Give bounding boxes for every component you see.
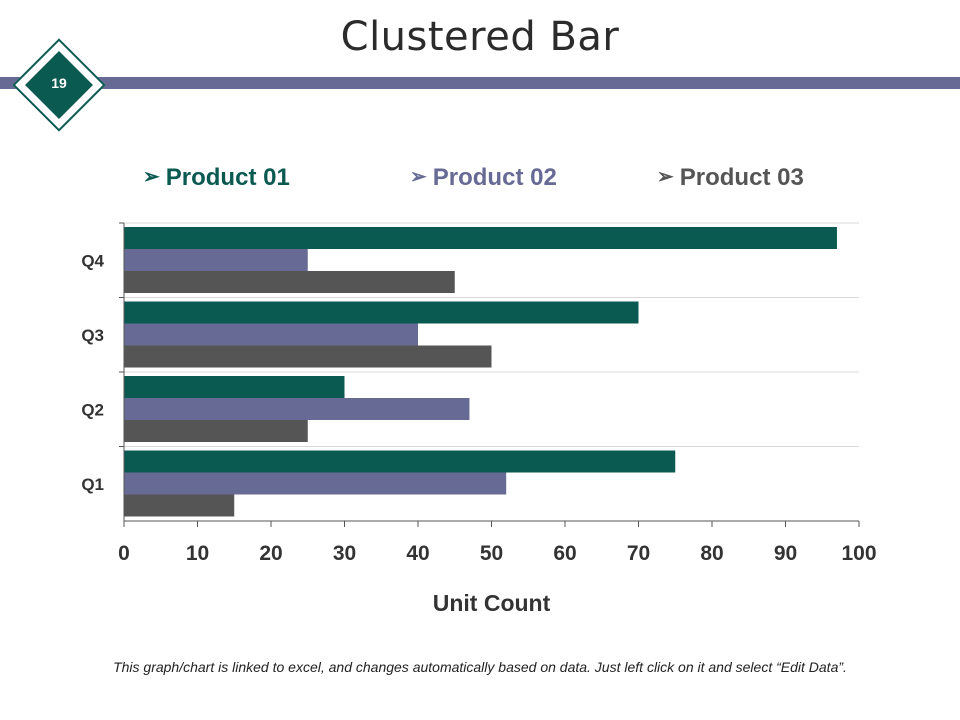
bar-product-01-q2 [124, 376, 345, 398]
footer-note: This graph/chart is linked to excel, and… [113, 659, 847, 675]
x-tick-label: 0 [118, 542, 130, 565]
bar-product-01-q3 [124, 301, 639, 324]
y-tick-label-q1: Q1 [81, 475, 104, 494]
legend-label: Product 01 [165, 164, 290, 191]
page-number: 19 [51, 75, 67, 91]
bar-product-02-q3 [124, 323, 418, 346]
legend-item-product-01[interactable]: ➢ Product 01 [143, 164, 290, 192]
y-tick-label-q2: Q2 [81, 400, 104, 419]
legend-item-product-02[interactable]: ➢ Product 02 [410, 164, 557, 192]
legend-label: Product 02 [432, 164, 557, 191]
bar-product-03-q4 [124, 271, 455, 293]
x-axis-title: Unit Count [433, 590, 551, 616]
x-tick-label: 30 [333, 542, 356, 565]
legend-label: Product 03 [679, 164, 804, 191]
bar-product-02-q1 [124, 472, 507, 495]
bar-product-02-q2 [124, 398, 470, 420]
x-tick-label: 100 [841, 542, 876, 565]
x-tick-label: 50 [480, 542, 503, 565]
x-tick-label: 80 [700, 542, 723, 565]
bar-product-03-q1 [124, 494, 235, 517]
chart-legend: ➢ Product 01 ➢ Product 02 ➢ Product 03 [0, 164, 960, 194]
x-tick-label: 20 [259, 542, 282, 565]
bar-product-02-q4 [124, 249, 308, 271]
header-band [0, 77, 960, 89]
bar-product-01-q1 [124, 450, 676, 473]
bar-product-03-q3 [124, 345, 492, 368]
x-tick-label: 90 [774, 542, 797, 565]
slide-title: Clustered Bar [340, 14, 620, 60]
x-tick-label: 40 [406, 542, 429, 565]
legend-item-product-03[interactable]: ➢ Product 03 [657, 164, 804, 192]
bar-product-03-q2 [124, 420, 308, 442]
arrow-bullet-icon: ➢ [143, 166, 160, 188]
x-tick-label: 60 [553, 542, 576, 565]
x-tick-label: 70 [627, 542, 650, 565]
y-tick-label-q3: Q3 [81, 326, 104, 345]
arrow-bullet-icon: ➢ [657, 166, 674, 188]
bar-product-01-q4 [124, 227, 837, 249]
x-tick-label: 10 [186, 542, 209, 565]
arrow-bullet-icon: ➢ [410, 166, 427, 188]
y-tick-label-q4: Q4 [81, 251, 104, 270]
